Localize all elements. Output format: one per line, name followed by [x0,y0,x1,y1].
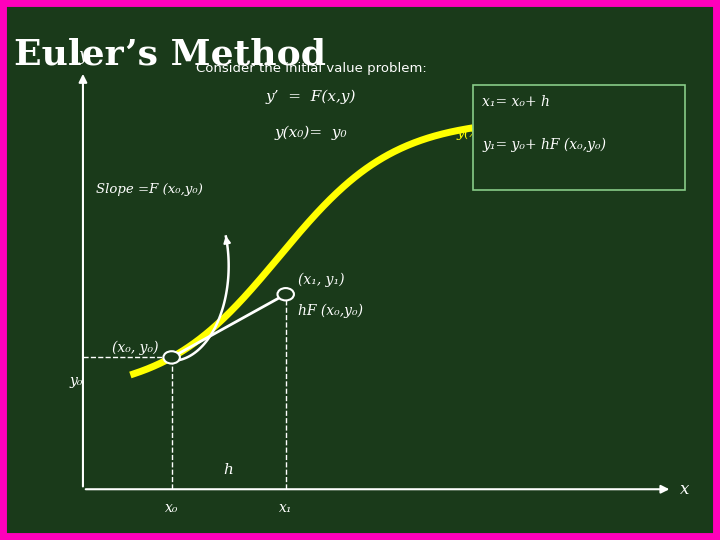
Text: (x₀, y₀): (x₀, y₀) [112,341,159,355]
Text: x₁: x₁ [279,501,292,515]
Bar [472,85,685,190]
Text: x₁= x₀+ h: x₁= x₀+ h [482,95,550,109]
Text: y: y [78,47,88,64]
Text: h: h [224,463,233,477]
Text: y₀: y₀ [70,374,84,388]
Text: y’  =  F(x,y): y’ = F(x,y) [266,90,356,104]
Text: Euler’s Method: Euler’s Method [14,38,326,72]
Text: hF (x₀,y₀): hF (x₀,y₀) [298,304,364,318]
Text: x: x [680,481,689,498]
Text: Slope =F (x₀,y₀): Slope =F (x₀,y₀) [96,184,202,197]
Circle shape [163,351,180,363]
Circle shape [277,288,294,300]
Text: x₀: x₀ [165,501,179,515]
Text: Consider the initial value problem:: Consider the initial value problem: [196,62,426,75]
Text: y(x₀)=  y₀: y(x₀)= y₀ [275,126,347,140]
Text: y(x): y(x) [456,126,483,140]
Text: y₁= y₀+ hF (x₀,y₀): y₁= y₀+ hF (x₀,y₀) [482,138,606,152]
Text: (x₁, y₁): (x₁, y₁) [298,273,345,287]
